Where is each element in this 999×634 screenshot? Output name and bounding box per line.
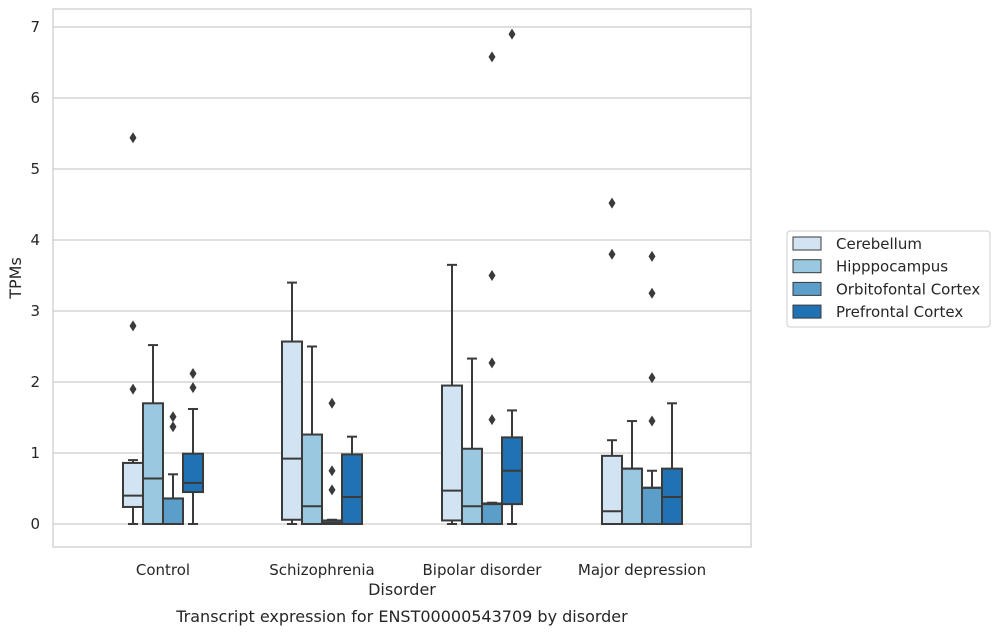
box: [481, 502, 503, 526]
plot-frame: [52, 8, 752, 548]
box: [301, 433, 323, 526]
y-tick-label: 7: [30, 18, 40, 36]
x-tick-label: Bipolar disorder: [423, 561, 543, 579]
y-tick-label: 0: [30, 515, 40, 533]
outlier-point: [328, 484, 336, 496]
plot-background: [53, 9, 751, 547]
y-tick-label: 2: [30, 373, 40, 391]
box: [142, 402, 164, 525]
box: [182, 452, 204, 494]
x-tick-label: Schizophrenia: [269, 561, 374, 579]
box: [281, 340, 303, 521]
y-tick-label: 3: [30, 302, 40, 320]
outlier-point: [608, 197, 616, 209]
box: [162, 497, 184, 526]
x-tick-label: Major depression: [578, 561, 706, 579]
outlier-point: [189, 382, 197, 394]
outlier-point: [328, 465, 336, 477]
y-tick-label: 1: [30, 444, 40, 462]
box: [461, 447, 483, 525]
legend-swatch: [792, 236, 822, 251]
y-tick-label: 6: [30, 89, 40, 107]
x-tick-labels: Control Schizophrenia Bipolar disorder Majo…: [136, 561, 706, 579]
y-tick-label: 4: [30, 231, 40, 249]
legend-label: Orbitofontal Cortex: [836, 280, 980, 298]
outlier-point: [169, 421, 177, 433]
legend-label: Prefrontal Cortex: [836, 303, 963, 321]
outlier-point: [189, 367, 197, 379]
outlier-point: [648, 372, 656, 384]
box: [441, 384, 463, 522]
legend-frame: [786, 230, 991, 328]
box: [122, 461, 144, 508]
box: [621, 467, 643, 525]
outlier-point: [129, 320, 137, 332]
box: [341, 453, 363, 526]
outlier-point: [129, 383, 137, 395]
x-axis-label: Disorder: [368, 580, 436, 599]
outlier-point: [648, 250, 656, 262]
chart-caption: Transcript expression for ENST0000054370…: [175, 607, 628, 626]
outlier-point: [488, 357, 496, 369]
box: [641, 486, 663, 526]
y-tick-labels: 0 1 2 3 4 5 6 7: [30, 18, 40, 533]
legend-label: Hipppocampus: [836, 258, 948, 276]
legend-swatch: [792, 281, 822, 296]
legend-swatch: [792, 259, 822, 274]
outlier-point: [169, 411, 177, 423]
y-axis-label: TPMs: [6, 257, 25, 300]
legend: Cerebellum Hipppocampus Orbitofontal Corte…: [786, 230, 991, 328]
outlier-point: [488, 51, 496, 63]
legend-swatch: [792, 304, 822, 319]
box: [601, 454, 623, 525]
x-tick-label: Control: [136, 561, 190, 579]
y-tick-label: 5: [30, 160, 40, 178]
outlier-point: [129, 132, 137, 144]
outlier-point: [488, 270, 496, 281]
outlier-point: [328, 397, 336, 409]
outlier-point: [508, 28, 516, 40]
box-groups: [122, 28, 683, 526]
outlier-point: [488, 414, 496, 426]
outlier-point: [608, 248, 616, 260]
legend-label: Cerebellum: [836, 235, 922, 253]
outlier-point: [648, 287, 656, 299]
outlier-point: [648, 415, 656, 427]
